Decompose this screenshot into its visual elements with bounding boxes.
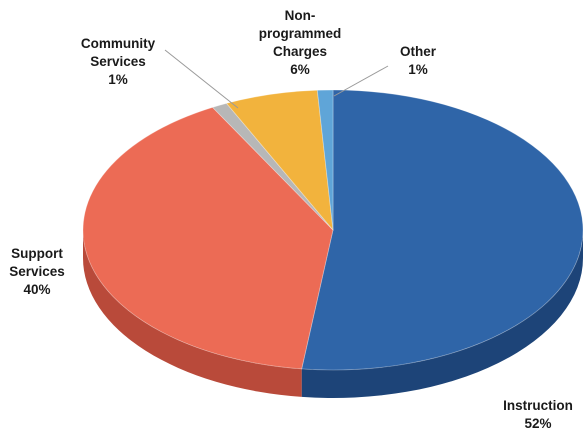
slice-value-label: 1% — [108, 72, 128, 87]
slice-value-label: 6% — [290, 62, 310, 77]
slice-value-label: 1% — [408, 62, 428, 77]
pie-side-support-services — [83, 230, 302, 397]
pie-side-instruction — [301, 230, 583, 398]
slice-label-other: Other 1% — [400, 44, 437, 77]
slice-name-line: Services — [90, 54, 146, 69]
pie-slice-other — [316, 89, 334, 231]
slice-value-label: 40% — [23, 282, 50, 297]
slice-name-line: Services — [9, 264, 65, 279]
pie-slice-non-programmed-charges — [225, 89, 334, 232]
leader-line-other — [333, 65, 389, 97]
pie-leaders — [164, 49, 389, 109]
pie-top — [82, 89, 583, 371]
leader-line-community-services — [164, 49, 239, 109]
slice-value-label: 52% — [524, 416, 551, 431]
slice-label-non-programmed-charges: Non-programmed Charges 6% — [259, 8, 342, 77]
slice-label-instruction: Instruction 52% — [503, 398, 573, 431]
pie-slice-community-services — [211, 102, 334, 231]
slice-name-line: programmed — [259, 26, 342, 41]
slice-name-line: Charges — [273, 44, 327, 59]
pie-sides — [83, 230, 583, 398]
slice-name-line: Community — [81, 36, 156, 51]
pie-labels: Instruction 52% Support Services 40% Communit… — [9, 8, 573, 431]
slice-name-line: Other — [400, 44, 437, 59]
slice-name-line: Non- — [285, 8, 316, 23]
slice-label-support-services: Support Services 40% — [9, 246, 65, 297]
slice-name-line: Support — [11, 246, 63, 261]
pie-slice-support-services — [82, 106, 334, 370]
slice-label-community-services: Community Services 1% — [81, 36, 156, 87]
slice-name-line: Instruction — [503, 398, 573, 413]
